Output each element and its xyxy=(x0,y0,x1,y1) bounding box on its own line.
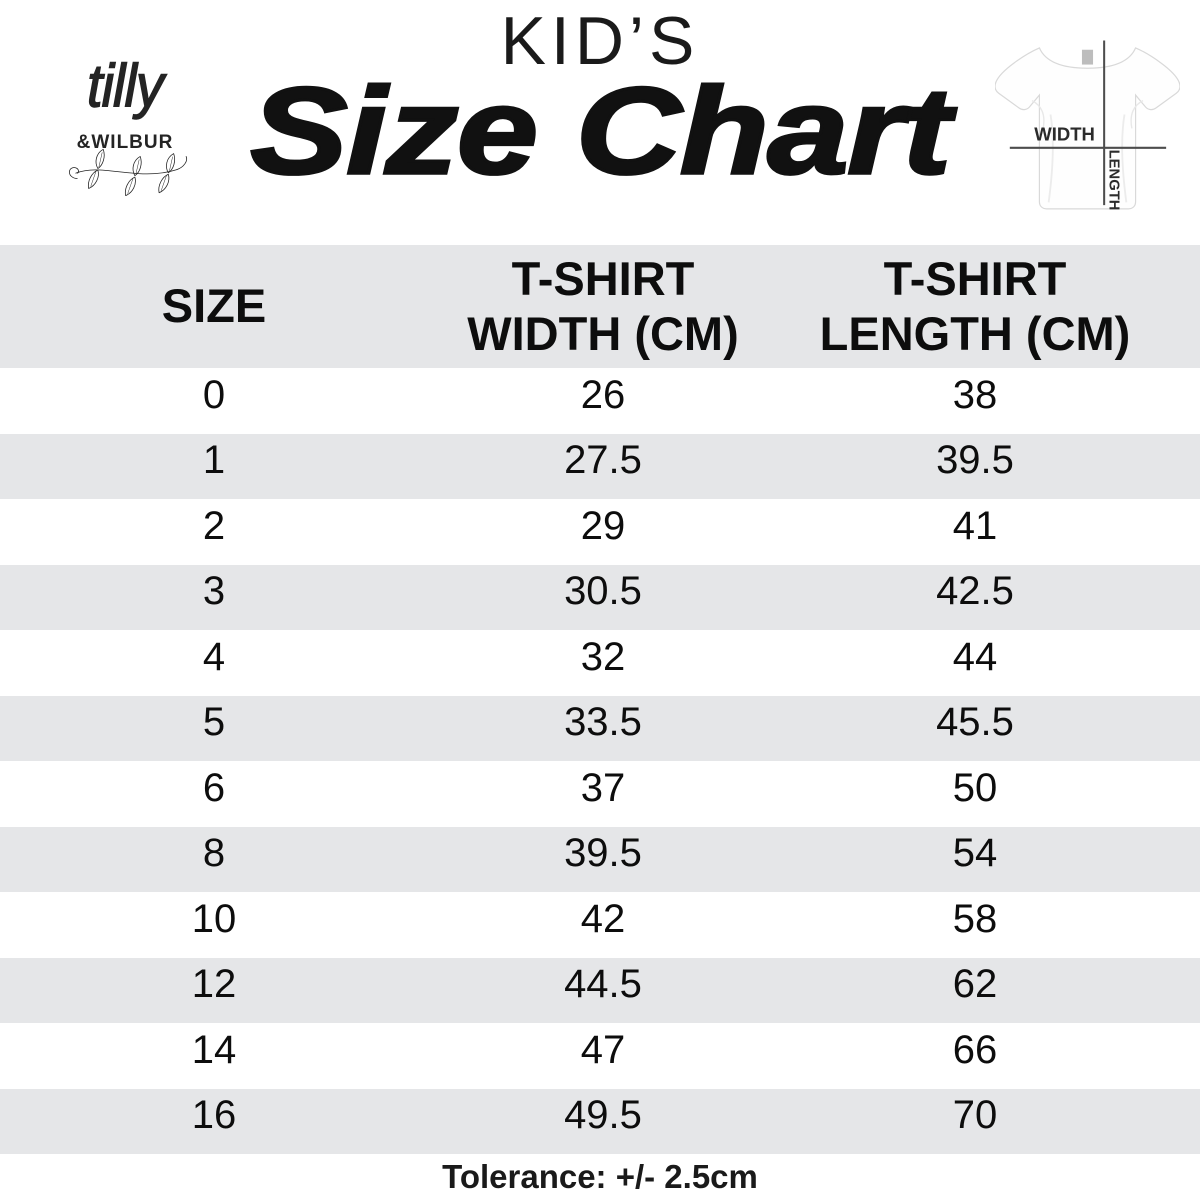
svg-text:WIDTH: WIDTH xyxy=(1034,123,1095,144)
svg-text:LENGTH: LENGTH xyxy=(1106,150,1122,211)
